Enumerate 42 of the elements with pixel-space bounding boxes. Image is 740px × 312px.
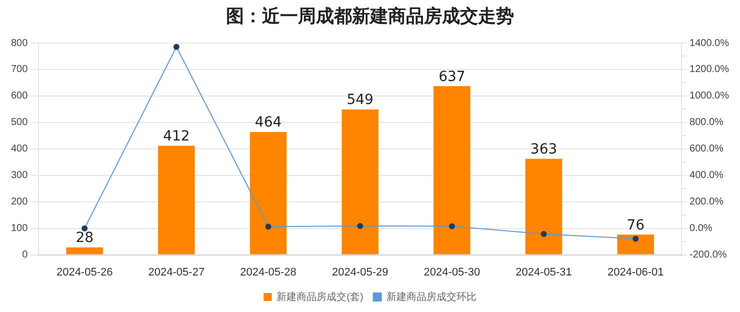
text: 363 (530, 141, 558, 158)
y-tick-label: 200 (10, 196, 28, 208)
y-tick-label: 100 (10, 223, 28, 234)
x-tick-label: 2024-05-28 (240, 266, 296, 278)
y2-tick-label: 800.0% (690, 117, 724, 128)
x-tick-label: 2024-06-01 (607, 266, 664, 278)
y-tick-label: 0 (22, 250, 28, 261)
x-tick-label: 2024-05-27 (148, 266, 205, 278)
y2-tick-label: 0.0% (690, 223, 712, 234)
bar (525, 158, 562, 254)
bar (250, 132, 287, 254)
text: 76 (626, 217, 645, 234)
x-tick-label: 2024-05-29 (332, 266, 388, 278)
y2-tick-label: 600.0% (690, 144, 724, 155)
y2-tick-label: 1000.0% (690, 90, 730, 102)
y-tick-label: 800 (10, 38, 28, 49)
bar (434, 86, 470, 254)
text: 464 (254, 114, 282, 131)
y2-tick-label: 200.0% (690, 196, 724, 208)
text: 549 (346, 92, 374, 108)
y2-tick-label: 1400.0% (690, 38, 730, 49)
x-tick-label: 2024-05-31 (516, 266, 572, 278)
y2-tick-label: 400.0% (690, 170, 724, 182)
text: 28 (76, 230, 94, 246)
y-tick-label: 600 (10, 90, 28, 102)
legend-label: 新建商品房成交环比 (386, 290, 476, 303)
y2-tick-label: -200.0% (690, 250, 727, 261)
x-tick-label: 2024-05-30 (424, 266, 480, 278)
bar (66, 247, 103, 254)
bar (158, 146, 195, 254)
text: 412 (163, 128, 190, 144)
legend-label: 新建商品房成交(套) (276, 290, 364, 303)
text: 637 (438, 68, 466, 85)
y-tick-label: 700 (10, 64, 28, 76)
chart-title: 图：近一周成都新建商品房成交走势 (225, 5, 515, 29)
y-tick-label: 500 (10, 117, 28, 128)
y-tick-label: 400 (10, 144, 28, 155)
y2-tick-label: 1200.0% (690, 64, 730, 76)
x-tick-label: 2024-05-26 (56, 266, 113, 278)
y-tick-label: 300 (10, 170, 28, 182)
bar (617, 234, 654, 254)
bar (342, 109, 378, 254)
